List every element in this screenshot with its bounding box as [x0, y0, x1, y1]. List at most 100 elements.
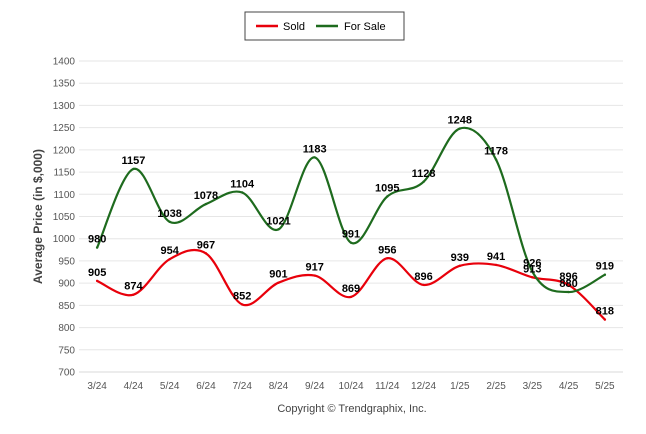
data-label-for-sale: 980 — [88, 234, 106, 246]
data-point-for-sale — [95, 246, 99, 249]
data-label-for-sale: 991 — [342, 229, 360, 241]
data-label-for-sale: 880 — [559, 278, 577, 290]
series-line-for-sale — [96, 126, 606, 294]
legend: Sold For Sale — [244, 11, 405, 41]
data-label-for-sale: 1128 — [412, 168, 436, 180]
x-tick-label: 3/24 — [87, 381, 107, 392]
x-tick-label: 4/24 — [124, 381, 144, 392]
data-point-for-sale — [494, 158, 498, 161]
data-point-for-sale — [277, 228, 280, 231]
y-tick-label: 950 — [58, 256, 75, 267]
data-label-for-sale: 1248 — [448, 115, 472, 127]
data-point-sold — [132, 293, 135, 296]
y-tick-label: 1050 — [53, 212, 76, 223]
data-point-sold — [313, 274, 316, 277]
copyright-text: Copyright © Trendgraphix, Inc. — [277, 403, 426, 415]
x-tick-label: 5/24 — [160, 381, 180, 392]
data-label-for-sale: 1104 — [230, 179, 255, 191]
data-point-sold — [277, 281, 280, 284]
data-point-for-sale — [422, 180, 425, 184]
data-label-sold: 818 — [596, 306, 614, 318]
y-axis-label: Average Price (in $,000) — [31, 149, 45, 284]
data-point-for-sale — [531, 270, 534, 273]
y-tick-label: 1400 — [53, 57, 76, 68]
x-axis-ticks: 3/24 4/24 5/24 6/24 7/24 8/24 9/24 10/24 11/24 12… — [87, 381, 615, 392]
x-tick-label: 9/24 — [305, 381, 325, 392]
series-lines — [95, 126, 607, 321]
x-tick-label: 6/24 — [196, 381, 216, 392]
data-label-sold: 896 — [414, 271, 432, 283]
data-point-for-sale — [313, 156, 316, 159]
x-tick-label: 2/25 — [486, 381, 506, 392]
data-point-for-sale — [386, 195, 389, 198]
data-label-sold: 905 — [88, 267, 106, 279]
x-tick-label: 1/25 — [450, 381, 470, 392]
data-point-sold — [241, 303, 244, 306]
data-label-sold: 954 — [160, 245, 179, 257]
data-label-sold: 967 — [197, 239, 215, 251]
data-point-sold — [531, 276, 534, 279]
data-label-for-sale: 1078 — [194, 190, 218, 202]
data-point-sold — [204, 252, 208, 255]
x-tick-label: 7/24 — [232, 381, 252, 392]
data-label-sold: 941 — [487, 251, 505, 263]
data-label-sold: 852 — [233, 290, 251, 302]
y-tick-label: 1300 — [53, 101, 76, 112]
y-tick-label: 1250 — [53, 123, 76, 134]
data-point-for-sale — [204, 202, 208, 206]
y-tick-label: 1350 — [53, 79, 76, 90]
data-point-sold — [567, 283, 570, 287]
data-label-for-sale: 1178 — [484, 146, 508, 158]
data-point-sold — [422, 283, 425, 287]
data-point-for-sale — [241, 191, 244, 194]
data-point-for-sale — [567, 290, 570, 294]
legend-label-sold: Sold — [283, 21, 305, 33]
y-tick-label: 700 — [58, 368, 75, 379]
y-tick-label: 1200 — [53, 145, 76, 156]
data-point-for-sale — [603, 273, 607, 276]
data-label-for-sale: 1095 — [375, 183, 399, 195]
data-label-sold: 939 — [451, 252, 469, 264]
data-point-for-sale — [132, 167, 135, 171]
x-tick-label: 8/24 — [269, 381, 289, 392]
data-label-sold: 917 — [306, 262, 324, 274]
data-point-sold — [386, 257, 389, 260]
data-point-for-sale — [458, 127, 461, 130]
y-tick-label: 900 — [58, 279, 75, 290]
data-label-sold: 896 — [559, 271, 577, 283]
data-point-sold — [603, 318, 607, 321]
data-label-for-sale: 919 — [596, 261, 614, 273]
data-point-for-sale — [349, 241, 353, 244]
data-point-for-sale — [168, 220, 171, 224]
data-label-for-sale: 1157 — [121, 155, 145, 167]
data-label-for-sale: 926 — [523, 258, 541, 270]
data-label-sold: 956 — [378, 244, 396, 256]
data-label-sold: 901 — [269, 269, 287, 281]
data-point-sold — [458, 264, 461, 268]
data-label-sold: 869 — [342, 283, 360, 295]
y-axis-ticks: 700 750 800 850 900 950 1000 1050 1100 1150 1200 12… — [53, 57, 76, 379]
y-tick-label: 1150 — [53, 168, 75, 179]
data-label-for-sale: 1021 — [266, 215, 290, 227]
y-tick-label: 850 — [58, 301, 75, 312]
data-labels: 905 874 954 967 852 901 917 869 956 896 939 941 913 8… — [88, 115, 614, 318]
data-label-sold: 874 — [124, 281, 143, 293]
data-point-sold — [95, 279, 99, 283]
x-tick-label: 11/24 — [375, 381, 400, 392]
x-tick-label: 4/25 — [559, 381, 579, 392]
y-tick-label: 750 — [58, 345, 75, 356]
x-tick-label: 3/25 — [523, 381, 543, 392]
data-point-sold — [349, 295, 353, 299]
data-label-sold: 913 — [523, 263, 541, 275]
data-label-for-sale: 1183 — [303, 143, 327, 155]
y-tick-label: 1000 — [53, 234, 76, 245]
data-point-sold — [494, 263, 498, 267]
x-tick-label: 12/24 — [411, 381, 436, 392]
legend-label-for-sale: For Sale — [344, 21, 386, 33]
x-tick-label: 5/25 — [595, 381, 615, 392]
data-point-sold — [168, 257, 171, 261]
y-tick-label: 1100 — [53, 190, 75, 201]
data-label-for-sale: 1038 — [157, 208, 181, 220]
x-tick-label: 10/24 — [338, 381, 363, 392]
